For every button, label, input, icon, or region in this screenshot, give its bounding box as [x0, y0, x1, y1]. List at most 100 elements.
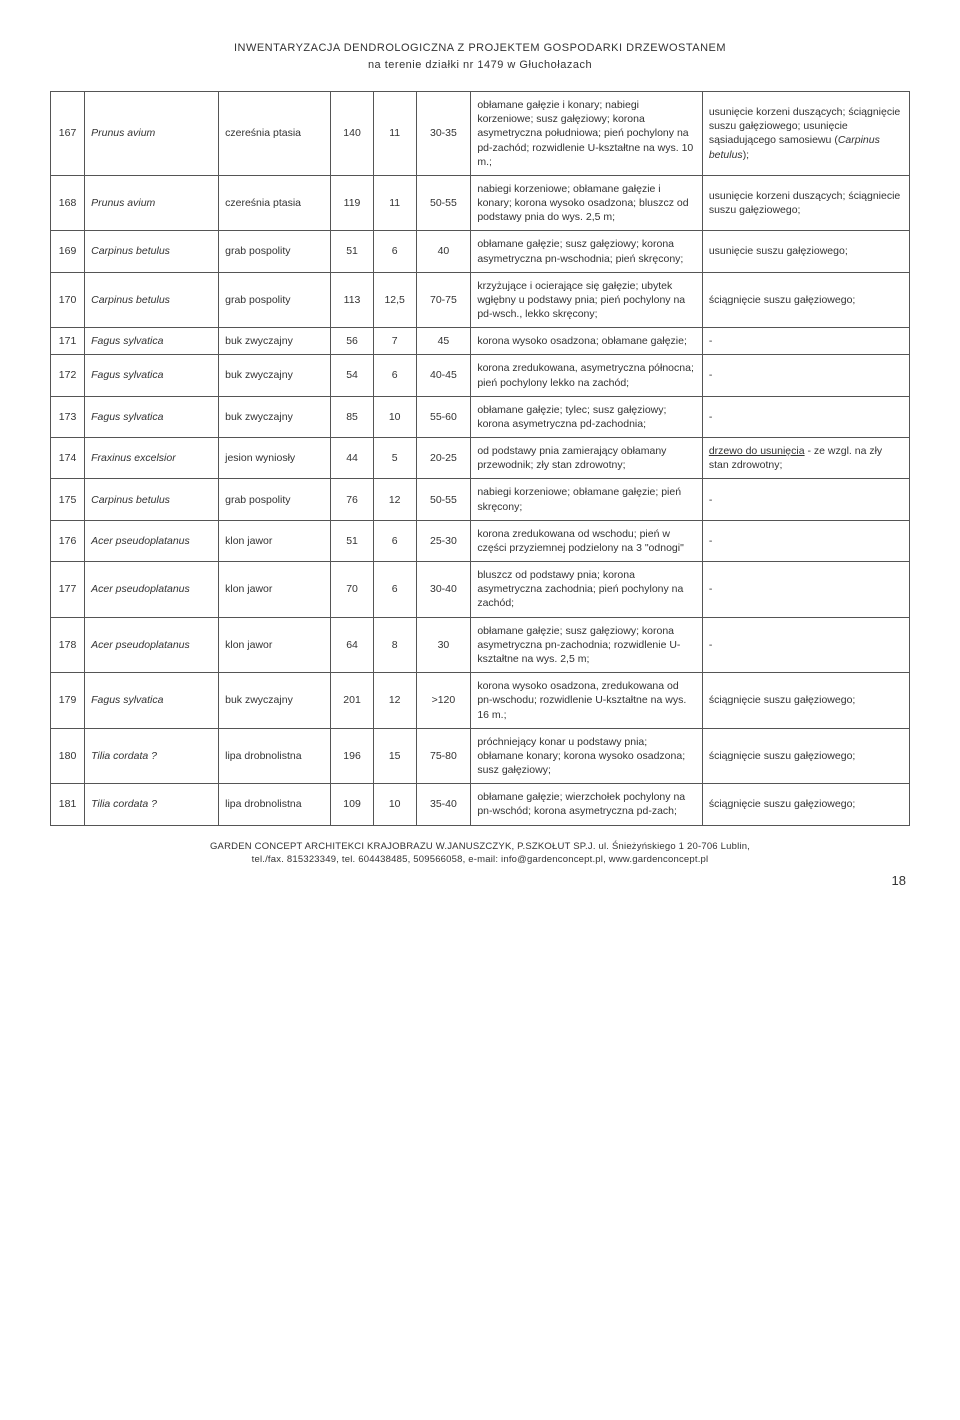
- description: nabiegi korzeniowe; obłamane gałęzie; pi…: [471, 479, 703, 520]
- col-3: 40-45: [416, 355, 471, 396]
- inventory-table: 167Prunus aviumczereśnia ptasia1401130-3…: [50, 91, 910, 826]
- table-row: 179Fagus sylvaticabuk zwyczajny20112>120…: [51, 673, 910, 729]
- table-row: 181Tilia cordata ?lipa drobnolistna10910…: [51, 784, 910, 825]
- description: obłamane gałęzie; susz gałęziowy; korona…: [471, 231, 703, 272]
- col-2: 5: [373, 438, 416, 479]
- row-number: 168: [51, 175, 85, 231]
- polish-name: lipa drobnolistna: [219, 784, 331, 825]
- description: obłamane gałęzie; wierzchołek pochylony …: [471, 784, 703, 825]
- action: -: [702, 396, 909, 437]
- col-3: 75-80: [416, 728, 471, 784]
- col-2: 12: [373, 479, 416, 520]
- action: ściągnięcie suszu gałęziowego;: [702, 784, 909, 825]
- col-3: 30-40: [416, 562, 471, 618]
- latin-name: Fagus sylvatica: [85, 673, 219, 729]
- col-1: 56: [331, 328, 374, 355]
- footer-line-2: tel./fax. 815323349, tel. 604438485, 509…: [50, 853, 910, 867]
- row-number: 172: [51, 355, 85, 396]
- row-number: 170: [51, 272, 85, 328]
- col-3: 45: [416, 328, 471, 355]
- description: od podstawy pnia zamierający obłamany pr…: [471, 438, 703, 479]
- col-3: 50-55: [416, 175, 471, 231]
- col-3: 70-75: [416, 272, 471, 328]
- col-3: 30: [416, 617, 471, 673]
- row-number: 180: [51, 728, 85, 784]
- col-1: 64: [331, 617, 374, 673]
- polish-name: buk zwyczajny: [219, 328, 331, 355]
- header-line-2: na terenie działki nr 1479 w Głuchołazac…: [50, 57, 910, 74]
- row-number: 173: [51, 396, 85, 437]
- polish-name: grab pospolity: [219, 272, 331, 328]
- description: obłamane gałęzie i konary; nabiegi korze…: [471, 92, 703, 176]
- polish-name: buk zwyczajny: [219, 355, 331, 396]
- row-number: 174: [51, 438, 85, 479]
- description: obłamane gałęzie; tylec; susz gałęziowy;…: [471, 396, 703, 437]
- table-row: 176Acer pseudoplatanusklon jawor51625-30…: [51, 520, 910, 561]
- col-2: 10: [373, 784, 416, 825]
- col-3: 35-40: [416, 784, 471, 825]
- table-row: 173Fagus sylvaticabuk zwyczajny851055-60…: [51, 396, 910, 437]
- row-number: 178: [51, 617, 85, 673]
- col-1: 70: [331, 562, 374, 618]
- latin-name: Prunus avium: [85, 175, 219, 231]
- description: korona zredukowana od wschodu; pień w cz…: [471, 520, 703, 561]
- description: bluszcz od podstawy pnia; korona asymetr…: [471, 562, 703, 618]
- col-3: 25-30: [416, 520, 471, 561]
- col-2: 6: [373, 562, 416, 618]
- page-footer: GARDEN CONCEPT ARCHITEKCI KRAJOBRAZU W.J…: [50, 840, 910, 868]
- col-2: 12: [373, 673, 416, 729]
- col-3: 50-55: [416, 479, 471, 520]
- table-row: 172Fagus sylvaticabuk zwyczajny54640-45k…: [51, 355, 910, 396]
- col-2: 15: [373, 728, 416, 784]
- action: usunięcie korzeni duszących; ściągniecie…: [702, 175, 909, 231]
- polish-name: klon jawor: [219, 562, 331, 618]
- col-1: 51: [331, 231, 374, 272]
- polish-name: buk zwyczajny: [219, 673, 331, 729]
- action: ściągnięcie suszu gałęziowego;: [702, 272, 909, 328]
- col-3: >120: [416, 673, 471, 729]
- page-number: 18: [50, 873, 910, 888]
- table-row: 170Carpinus betulusgrab pospolity11312,5…: [51, 272, 910, 328]
- latin-name: Tilia cordata ?: [85, 784, 219, 825]
- description: korona zredukowana, asymetryczna północn…: [471, 355, 703, 396]
- row-number: 171: [51, 328, 85, 355]
- description: obłamane gałęzie; susz gałęziowy; korona…: [471, 617, 703, 673]
- row-number: 181: [51, 784, 85, 825]
- col-1: 196: [331, 728, 374, 784]
- polish-name: grab pospolity: [219, 231, 331, 272]
- col-3: 55-60: [416, 396, 471, 437]
- col-1: 201: [331, 673, 374, 729]
- action: usunięcie suszu gałęziowego;: [702, 231, 909, 272]
- latin-name: Tilia cordata ?: [85, 728, 219, 784]
- col-2: 11: [373, 92, 416, 176]
- row-number: 169: [51, 231, 85, 272]
- polish-name: jesion wyniosły: [219, 438, 331, 479]
- latin-name: Prunus avium: [85, 92, 219, 176]
- latin-name: Acer pseudoplatanus: [85, 562, 219, 618]
- polish-name: lipa drobnolistna: [219, 728, 331, 784]
- page-header: INWENTARYZACJA DENDROLOGICZNA Z PROJEKTE…: [50, 40, 910, 73]
- description: krzyżujące i ocierające się gałęzie; uby…: [471, 272, 703, 328]
- table-row: 171Fagus sylvaticabuk zwyczajny56745koro…: [51, 328, 910, 355]
- table-row: 178Acer pseudoplatanusklon jawor64830obł…: [51, 617, 910, 673]
- col-2: 6: [373, 520, 416, 561]
- table-row: 175Carpinus betulusgrab pospolity761250-…: [51, 479, 910, 520]
- col-2: 8: [373, 617, 416, 673]
- latin-name: Carpinus betulus: [85, 479, 219, 520]
- description: nabiegi korzeniowe; obłamane gałęzie i k…: [471, 175, 703, 231]
- description: korona wysoko osadzona; obłamane gałęzie…: [471, 328, 703, 355]
- latin-name: Carpinus betulus: [85, 231, 219, 272]
- col-2: 7: [373, 328, 416, 355]
- col-1: 140: [331, 92, 374, 176]
- action: ściągnięcie suszu gałęziowego;: [702, 728, 909, 784]
- latin-name: Fagus sylvatica: [85, 328, 219, 355]
- col-3: 40: [416, 231, 471, 272]
- col-3: 20-25: [416, 438, 471, 479]
- table-row: 169Carpinus betulusgrab pospolity51640ob…: [51, 231, 910, 272]
- latin-name: Carpinus betulus: [85, 272, 219, 328]
- col-1: 76: [331, 479, 374, 520]
- table-row: 180Tilia cordata ?lipa drobnolistna19615…: [51, 728, 910, 784]
- col-2: 10: [373, 396, 416, 437]
- action: -: [702, 479, 909, 520]
- action: -: [702, 520, 909, 561]
